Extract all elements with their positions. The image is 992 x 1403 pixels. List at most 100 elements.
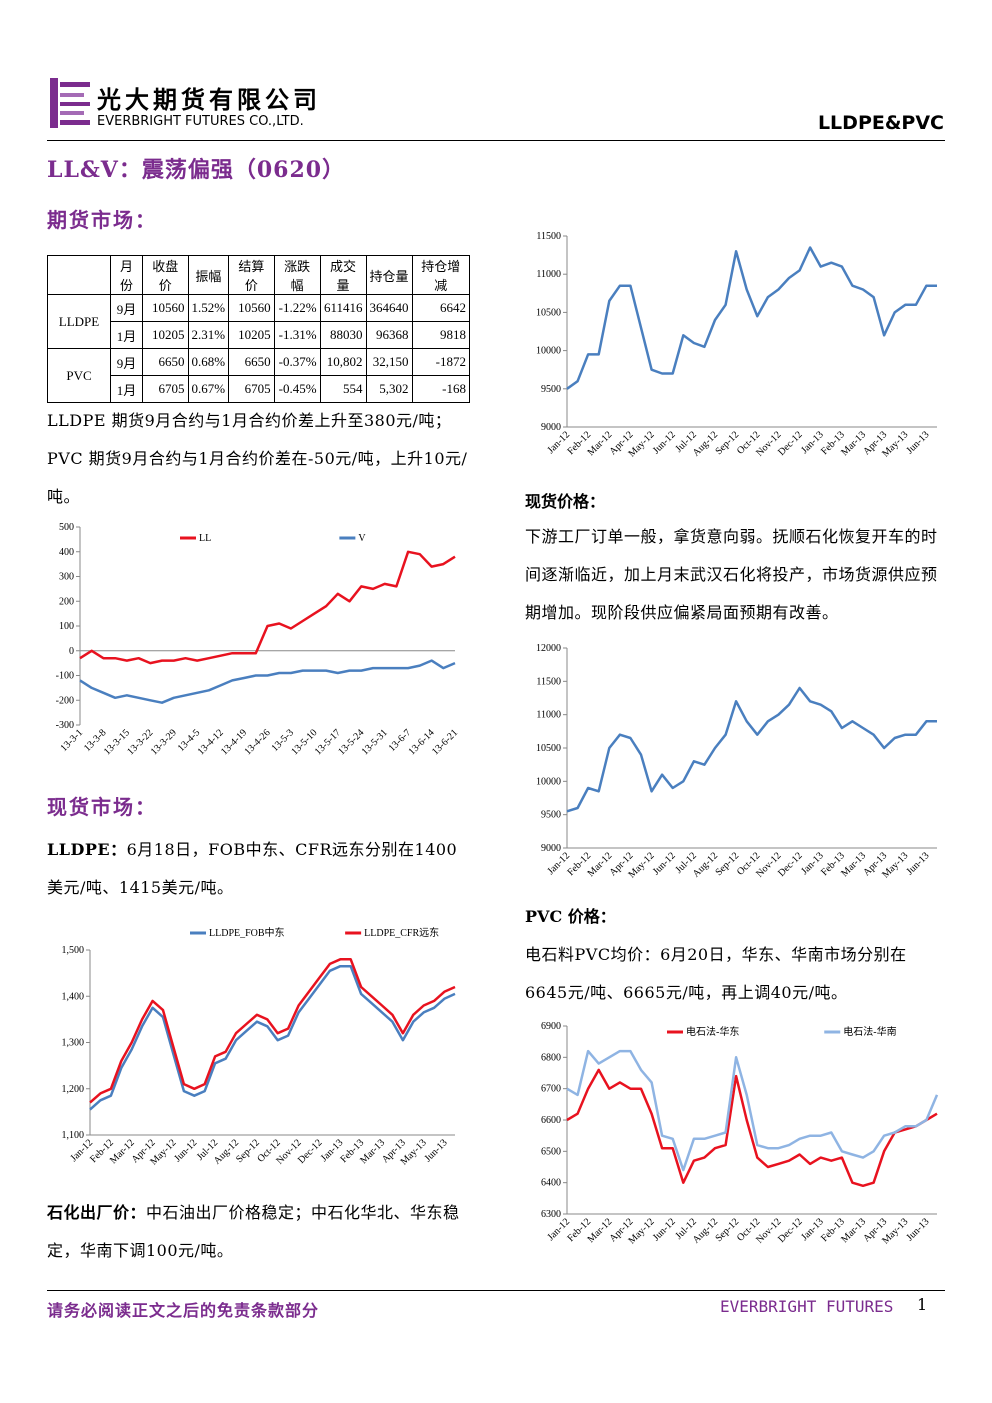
- table-row: LLDPE 9月 10560 1.52% 10560 -1.22% 611416 364640…: [47, 294, 471, 349]
- y-tick-label: -100: [56, 671, 74, 682]
- x-tick-label: Dec-12: [776, 1216, 805, 1245]
- table-row: PVC 9月 6650 0.68% 6650 -0.37% 10,802 32,150 -187…: [47, 348, 471, 403]
- company-en: EVERBRIGHT FUTURES CO.,LTD.: [97, 114, 304, 129]
- table-cell: 月份: [109, 255, 144, 295]
- y-tick-label: 500: [59, 522, 74, 533]
- table-cell: 5,302: [365, 375, 413, 403]
- table-cell: 2.31%: [187, 321, 230, 349]
- y-tick-label: 11500: [536, 676, 561, 687]
- table-cell: 成交量: [319, 255, 367, 295]
- line-series: [566, 246, 937, 390]
- table-cell: 10205: [228, 321, 275, 349]
- table-cell: -1872: [411, 348, 471, 376]
- legend-label: LLDPE_FOB中东: [209, 926, 285, 939]
- y-tick-label: 0: [69, 646, 74, 657]
- subheading: 现货价格：: [525, 492, 606, 511]
- table-cell: 10,802: [319, 348, 367, 376]
- line-series: [566, 686, 937, 813]
- y-tick-label: 9500: [541, 384, 561, 395]
- y-tick-label: -300: [56, 720, 74, 731]
- table-row: 1月 10205 2.31% 10205 -1.31% 88030 96368 9818: [48, 321, 471, 349]
- x-tick-label: 13-6-21: [430, 727, 460, 757]
- y-tick-label: 10000: [536, 776, 561, 787]
- table-cell: -0.45%: [273, 375, 321, 403]
- x-tick-label: Jun-13: [423, 1137, 450, 1164]
- table-cell: 收盘价: [142, 255, 189, 295]
- y-tick-label: 9000: [541, 843, 561, 854]
- legend-label: V: [358, 533, 366, 544]
- table-cell: -1.31%: [273, 321, 321, 349]
- page-number: 1: [917, 1295, 928, 1314]
- y-tick-label: 9000: [541, 422, 561, 433]
- x-tick-label: Jun-13: [905, 429, 932, 456]
- table-cell: 1.52%: [187, 294, 230, 322]
- y-tick-label: 1,400: [62, 991, 85, 1002]
- chart: -300-200-100010020030040050013-3-113-3-8…: [56, 522, 460, 758]
- legend-label: 电石法-华南: [843, 1025, 896, 1038]
- table-row: 1月 6705 0.67% 6705 -0.45% 554 5,302 -168: [48, 375, 471, 403]
- y-tick-label: 11500: [536, 231, 561, 242]
- text: 中石油出厂价格稳定；中石化华北、华东稳定，华南下调100元/吨。: [47, 1203, 460, 1260]
- y-tick-label: -200: [56, 695, 74, 706]
- chart: 9000950010000105001100011500Jan-12Feb-12…: [536, 231, 937, 460]
- footer-rule: [47, 1290, 945, 1291]
- futures-table: 月份 收盘价 振幅 结算价 涨跌幅 成交量 持仓量 持仓增减 LLDPE 9月 10560 1.52%…: [47, 255, 471, 403]
- x-tick-label: 13-4-26: [242, 727, 272, 757]
- table-cell: 6705: [142, 375, 189, 403]
- disclaimer: 请务必阅读正文之后的免责条款部分: [47, 1301, 320, 1320]
- company-cn: 光大期货有限公司: [97, 85, 321, 114]
- table-cell: -168: [411, 375, 471, 403]
- chart: 6300640065006600670068006900Jan-12Feb-12…: [541, 1021, 939, 1247]
- paragraph: LLDPE：6月18日，FOB中东、CFR远东分别在1400美元/吨、1415美…: [47, 831, 472, 907]
- table-cell: 振幅: [187, 255, 230, 295]
- paragraph: LLDPE 期货9月合约与1月合约价差上升至380元/吨；PVC 期货9月合约与…: [47, 411, 468, 506]
- table-cell: 96368: [365, 321, 413, 349]
- table-cell: 88030: [319, 321, 367, 349]
- x-tick-label: Jun-13: [905, 1216, 932, 1243]
- table-cell: 9月: [109, 294, 144, 322]
- subheading: PVC 价格：: [525, 907, 616, 926]
- table-cell: 1月: [109, 321, 144, 349]
- table-cell: 6650: [142, 348, 189, 376]
- table-cell: 364640: [365, 294, 413, 322]
- x-tick-label: 13-5-31: [360, 727, 390, 757]
- table-cell: 6650: [228, 348, 275, 376]
- y-tick-label: 6700: [541, 1084, 561, 1095]
- table-cell: 0.67%: [187, 375, 230, 403]
- x-tick-label: Jun-12: [172, 1137, 199, 1164]
- paragraph: 石化出厂价：中石油出厂价格稳定；中石化华北、华东稳定，华南下调100元/吨。: [47, 1194, 472, 1270]
- legend-label: LL: [199, 533, 211, 544]
- x-tick-label: Mar-13: [839, 429, 868, 458]
- table-cell: 10205: [142, 321, 189, 349]
- table-cell: 10560: [142, 294, 189, 322]
- table-cell: 0.68%: [187, 348, 230, 376]
- table-cell: 6642: [411, 294, 471, 322]
- paragraph: 电石料PVC均价：6月20日，华东、华南市场分别在6645元/吨、6665元/吨…: [525, 945, 907, 1002]
- x-tick-label: Sep-12: [713, 429, 741, 457]
- table-cell: [47, 255, 111, 295]
- x-tick-label: Mar-12: [586, 850, 615, 879]
- y-tick-label: 6600: [541, 1115, 561, 1126]
- y-tick-label: 10500: [536, 743, 561, 754]
- line-series: [79, 550, 456, 665]
- x-tick-label: Dec-12: [296, 1137, 325, 1166]
- chart: 1,1001,2001,3001,4001,500Jan-12Feb-12Mar…: [62, 926, 456, 1168]
- x-tick-label: Sep-12: [234, 1137, 262, 1165]
- header-rule: [47, 140, 945, 141]
- x-tick-label: 13-3-1: [58, 727, 85, 754]
- y-tick-label: 300: [59, 572, 74, 583]
- x-tick-label: Jun-13: [905, 850, 932, 877]
- x-tick-label: Dec-12: [776, 429, 805, 458]
- table-cell: 554: [319, 375, 367, 403]
- y-tick-label: 10000: [536, 346, 561, 357]
- x-tick-label: Sep-12: [713, 850, 741, 878]
- y-tick-label: 6900: [541, 1021, 561, 1032]
- y-tick-label: 400: [59, 547, 74, 558]
- chart: 900095001000010500110001150012000Jan-12F…: [536, 643, 937, 881]
- y-tick-label: 11000: [536, 710, 561, 721]
- x-tick-label: Sep-12: [713, 1216, 741, 1244]
- table-cell: 6705: [228, 375, 275, 403]
- y-tick-label: 6300: [541, 1209, 561, 1220]
- y-tick-label: 12000: [536, 643, 561, 654]
- table-cell: -0.37%: [273, 348, 321, 376]
